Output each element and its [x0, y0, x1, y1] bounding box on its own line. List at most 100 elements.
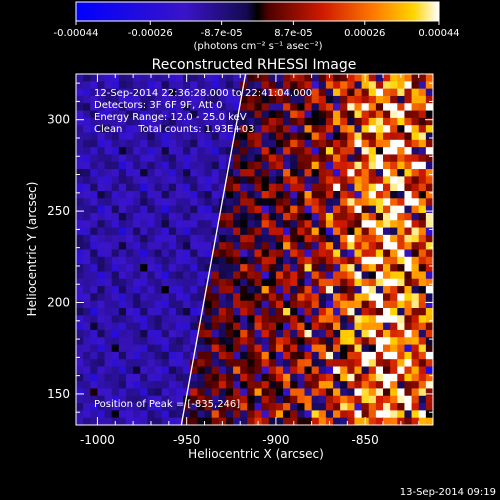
heatmap-cell: [283, 154, 291, 163]
heatmap-cell: [397, 103, 406, 112]
heatmap-cell: [225, 271, 234, 280]
heatmap-cell: [290, 161, 298, 170]
heatmap-cell: [183, 271, 191, 280]
heatmap-cell: [290, 271, 298, 280]
heatmap-cell: [325, 183, 334, 192]
heatmap-cell: [275, 227, 284, 236]
heatmap-cell: [147, 388, 156, 397]
heatmap-cell: [211, 212, 220, 221]
heatmap-cell: [340, 161, 348, 170]
heatmap-cell: [111, 359, 120, 368]
heatmap-cell: [425, 95, 433, 104]
heatmap-cell: [111, 308, 120, 316]
heatmap-cell: [168, 403, 177, 411]
heatmap-cell: [90, 300, 99, 309]
heatmap-cell: [161, 234, 170, 243]
heatmap-cell: [190, 176, 198, 185]
heatmap-cell: [161, 293, 170, 302]
heatmap-cell: [275, 161, 284, 170]
heatmap-cell: [118, 103, 127, 112]
heatmap-cell: [275, 88, 284, 97]
heatmap-cell: [154, 125, 163, 134]
heatmap-cell: [118, 264, 127, 273]
heatmap-cell: [318, 117, 327, 126]
heatmap-cell: [354, 81, 363, 90]
heatmap-cell: [76, 322, 84, 331]
heatmap-cell: [225, 293, 234, 302]
heatmap-cell: [118, 293, 127, 302]
heatmap-cell: [133, 103, 141, 112]
heatmap-cell: [218, 161, 227, 170]
heatmap-cell: [76, 169, 84, 177]
heatmap-cell: [375, 322, 384, 331]
heatmap-cell: [140, 322, 148, 331]
heatmap-cell: [340, 381, 348, 390]
heatmap-cell: [390, 403, 398, 411]
heatmap-cell: [347, 249, 356, 258]
heatmap-cell: [290, 103, 298, 112]
heatmap-cell: [225, 117, 234, 126]
heatmap-cell: [297, 88, 306, 97]
heatmap-cell: [104, 388, 113, 397]
heatmap-cell: [190, 95, 198, 104]
y-tick-label: 150: [47, 387, 70, 401]
heatmap-cell: [76, 176, 84, 185]
heatmap-cell: [361, 147, 370, 156]
heatmap-cell: [233, 227, 241, 236]
heatmap-cell: [361, 176, 370, 185]
heatmap-cell: [354, 147, 363, 156]
heatmap-cell: [76, 242, 84, 251]
heatmap-cell: [190, 410, 198, 419]
heatmap-cell: [111, 132, 120, 141]
heatmap-cell: [183, 403, 191, 411]
heatmap-cell: [90, 249, 99, 258]
heatmap-cell: [225, 388, 234, 397]
heatmap-cell: [104, 205, 113, 214]
heatmap-cell: [397, 264, 406, 273]
heatmap-cell: [304, 249, 313, 258]
heatmap-cell: [225, 322, 234, 331]
heatmap-cell: [133, 388, 141, 397]
heatmap-cell: [361, 300, 370, 309]
heatmap-cell: [404, 359, 413, 368]
heatmap-cell: [211, 147, 220, 156]
heatmap-cell: [254, 95, 263, 104]
heatmap-cell: [175, 198, 184, 207]
heatmap-cell: [175, 103, 184, 112]
heatmap-cell: [275, 351, 284, 360]
heatmap-cell: [125, 198, 134, 207]
heatmap-cell: [304, 95, 313, 104]
heatmap-cell: [261, 81, 270, 90]
heatmap-cell: [383, 322, 391, 331]
heatmap-cell: [325, 403, 334, 411]
heatmap-cell: [76, 183, 84, 192]
heatmap-cell: [290, 308, 298, 316]
heatmap-cell: [111, 403, 120, 411]
heatmap-cell: [397, 344, 406, 353]
heatmap-cell: [340, 271, 348, 280]
heatmap-cell: [368, 169, 377, 177]
heatmap-cell: [275, 234, 284, 243]
heatmap-cell: [147, 212, 156, 221]
heatmap-cell: [390, 125, 398, 134]
heatmap-cell: [347, 169, 356, 177]
heatmap-cell: [268, 161, 277, 170]
heatmap-cell: [197, 103, 206, 112]
heatmap-cell: [225, 74, 234, 82]
heatmap-cell: [147, 154, 156, 163]
heatmap-cell: [354, 308, 363, 316]
heatmap-cell: [133, 264, 141, 273]
heatmap-cell: [304, 117, 313, 126]
heatmap-cell: [133, 242, 141, 251]
heatmap-cell: [254, 337, 263, 346]
heatmap-cell: [147, 147, 156, 156]
heatmap-cell: [76, 220, 84, 229]
heatmap-cell: [268, 256, 277, 265]
heatmap-cell: [218, 103, 227, 112]
heatmap-cell: [147, 234, 156, 243]
heatmap-cell: [76, 147, 84, 156]
heatmap-cell: [211, 388, 220, 397]
heatmap-cell: [318, 300, 327, 309]
heatmap-cell: [411, 337, 420, 346]
heatmap-cell: [190, 154, 198, 163]
